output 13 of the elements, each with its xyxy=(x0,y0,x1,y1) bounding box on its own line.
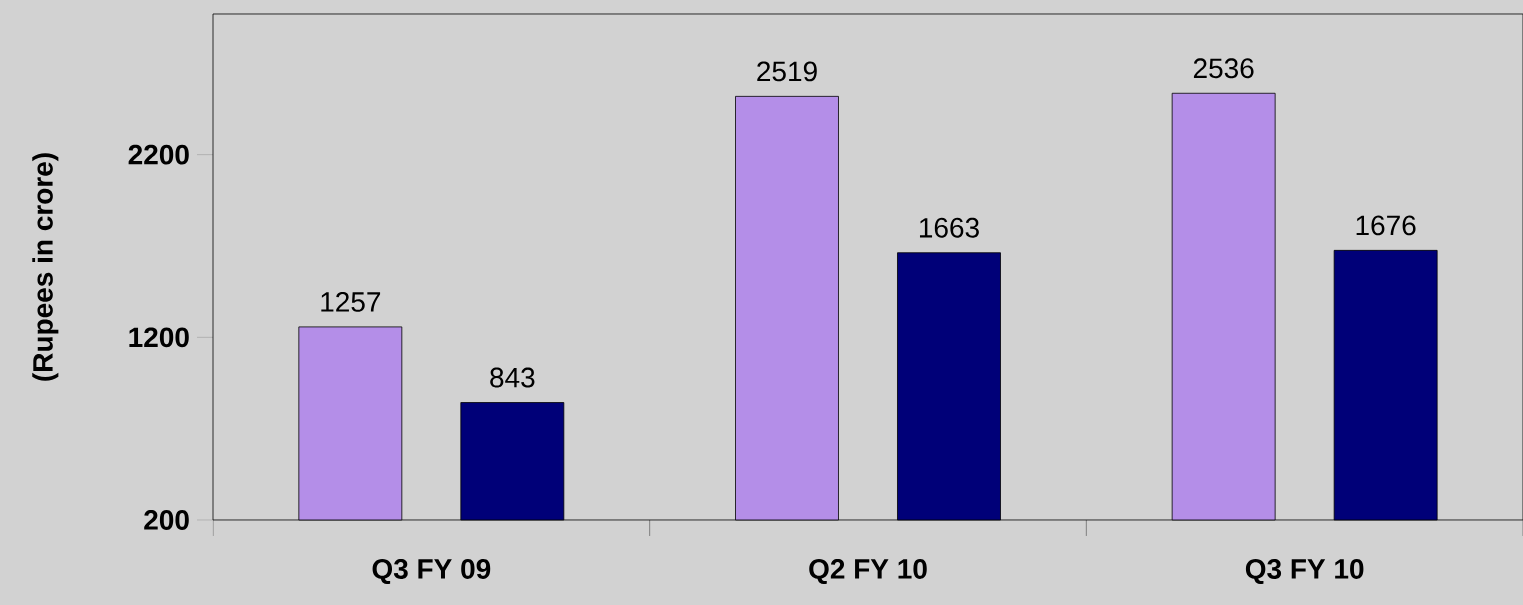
data-label: 2536 xyxy=(1193,58,1254,79)
y-tick-label: 1200 xyxy=(129,327,189,348)
x-tick-label: Q3 FY 10 xyxy=(1245,559,1364,585)
x-tick-label: Q2 FY 10 xyxy=(809,559,927,585)
data-label: 1257 xyxy=(321,291,381,312)
data-label: 1676 xyxy=(1356,215,1416,236)
y-tick-label: 200 xyxy=(144,510,189,530)
y-tick-label: 2200 xyxy=(128,144,189,165)
data-label: 2519 xyxy=(757,61,817,82)
data-label: 1663 xyxy=(919,217,979,238)
data-label: 843 xyxy=(490,367,535,388)
x-tick-label: Q3 FY 09 xyxy=(372,559,491,585)
y-axis-title: (Rupees in crore) xyxy=(32,153,59,381)
